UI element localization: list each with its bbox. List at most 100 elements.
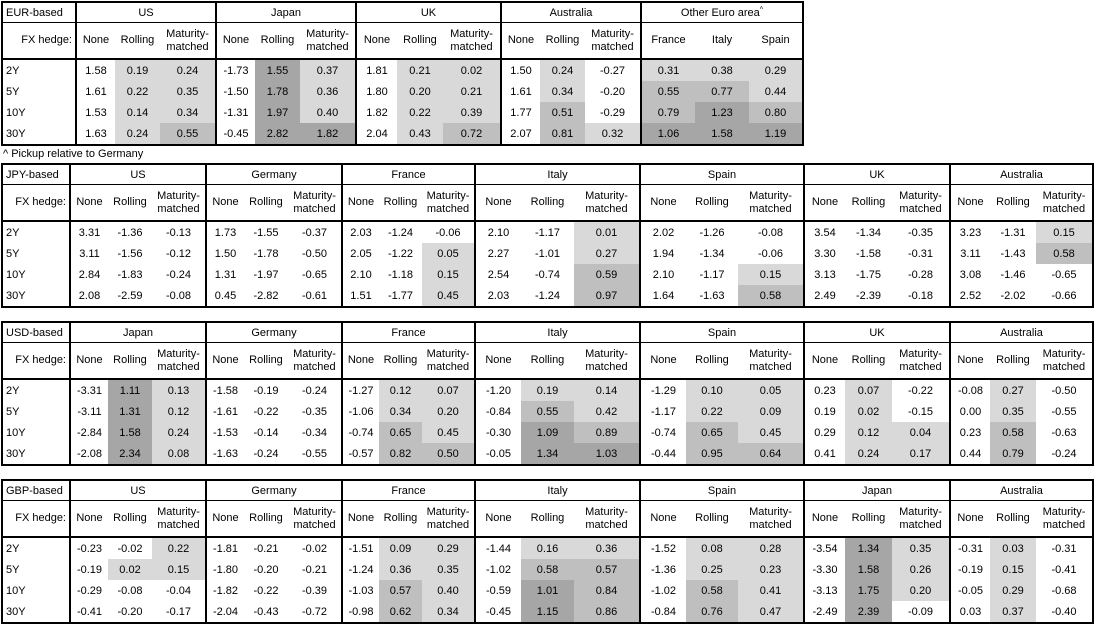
column-header: Maturity-matched (738, 184, 804, 222)
hedge-header-row: FX hedge: None Rolling Maturity-matched None… (2, 500, 1093, 538)
data-cell: 2.03 (474, 285, 521, 307)
data-cell: 0.14 (574, 379, 640, 401)
group-header: Italy (474, 480, 640, 501)
data-cell: 2.02 (639, 221, 686, 243)
row-label: 5Y (2, 559, 71, 580)
data-cell: -0.23 (69, 537, 108, 559)
data-cell: 1.58 (75, 59, 115, 81)
data-cell: -1.24 (341, 559, 379, 580)
data-cell: 0.22 (686, 401, 738, 422)
column-header: None (205, 342, 244, 380)
data-cell: -1.81 (205, 537, 244, 559)
eur-based-table-container: EUR-based US Japan UK Australia Other Euro ar… (1, 1, 1094, 146)
data-cell: 0.21 (397, 59, 443, 81)
column-header: Maturity-matched (288, 342, 342, 380)
data-cell: 2.52 (949, 285, 990, 307)
group-header: Japan (69, 322, 206, 343)
data-cell: 1.63 (75, 123, 115, 145)
data-cell: 0.35 (422, 559, 475, 580)
data-cell: 0.00 (949, 401, 990, 422)
data-cell: 0.15 (422, 264, 475, 285)
table-label: JPY-based (2, 164, 71, 185)
data-cell: 0.72 (443, 123, 501, 145)
data-cell: 0.57 (574, 559, 640, 580)
data-cell: -0.35 (301, 405, 328, 418)
data-cell: -0.40 (1051, 605, 1077, 618)
data-cell: -1.75 (855, 268, 882, 281)
data-cell: 0.09 (738, 401, 804, 422)
column-header: Rolling (379, 500, 422, 538)
data-cell: 0.45 (422, 422, 475, 443)
page: EUR-based US Japan UK Australia Other Euro ar… (1, 1, 1094, 624)
data-cell: -1.52 (639, 537, 686, 559)
column-header: Maturity-matched (288, 500, 342, 538)
data-cell: -0.84 (474, 401, 521, 422)
data-cell: 0.12 (845, 422, 892, 443)
data-cell: -0.74 (534, 268, 561, 281)
data-cell: 0.08 (686, 537, 738, 559)
data-cell: 0.40 (300, 102, 356, 123)
data-cell: 0.27 (574, 243, 640, 264)
data-cell: -0.63 (1051, 426, 1077, 439)
data-cell: 2.49 (803, 285, 845, 307)
data-cell: 0.37 (990, 601, 1036, 623)
data-cell: 2.39 (845, 601, 892, 623)
data-cell: -0.08 (165, 289, 192, 302)
data-cell: 0.02 (443, 59, 501, 81)
row-label: 5Y (2, 243, 71, 264)
data-cell: 0.25 (686, 559, 738, 580)
column-header: Maturity-matched (152, 184, 206, 222)
group-header: Spain (639, 164, 804, 185)
data-cell: 0.19 (115, 59, 160, 81)
data-cell: 1.61 (75, 81, 115, 102)
column-header: Rolling (379, 184, 422, 222)
data-cell: 0.41 (803, 443, 845, 465)
data-cell: 0.21 (443, 81, 501, 102)
data-cell: -1.63 (699, 289, 725, 302)
data-cell: -0.31 (1051, 542, 1077, 555)
data-cell: 0.37 (300, 59, 356, 81)
data-cell: -1.27 (341, 379, 379, 401)
column-header: None (803, 184, 845, 222)
column-header: None (500, 22, 540, 60)
column-header: Rolling (990, 342, 1036, 380)
data-cell: 0.27 (990, 379, 1036, 401)
data-cell: 0.79 (640, 102, 695, 123)
data-cell: 0.04 (892, 422, 950, 443)
data-cell: -1.17 (699, 268, 725, 281)
row-label: 2Y (2, 221, 71, 243)
data-cell: 0.42 (574, 401, 640, 422)
column-header: None (69, 342, 108, 380)
data-cell: 0.12 (152, 401, 206, 422)
hedge-header-row: FX hedge: None Rolling Maturity-matched None… (2, 22, 803, 60)
table-row: 2Y -3.31 1.11 0.13 -1.58 -0.19 -0.24 -1.27 0.12 0… (2, 379, 1093, 401)
data-cell: 1.53 (75, 102, 115, 123)
data-cell: -0.15 (907, 405, 934, 418)
group-header: Japan (215, 2, 356, 23)
eur-based-table: EUR-based US Japan UK Australia Other Euro ar… (1, 1, 804, 146)
data-cell: 0.59 (574, 264, 640, 285)
row-label: 10Y (2, 422, 71, 443)
data-cell: -2.39 (855, 289, 882, 302)
column-header: Maturity-matched (585, 22, 641, 60)
column-header: Maturity-matched (574, 184, 640, 222)
data-cell: 1.75 (845, 580, 892, 601)
data-cell: 0.36 (300, 81, 356, 102)
data-cell: -0.12 (165, 247, 192, 260)
column-header: Rolling (686, 342, 738, 380)
data-cell: 0.36 (379, 559, 422, 580)
data-cell: 0.09 (379, 537, 422, 559)
column-header: None (949, 500, 990, 538)
gbp-based-table-container: GBP-based US Germany France Italy Spain Japan A… (1, 479, 1094, 624)
data-cell: -2.59 (117, 289, 143, 302)
data-cell: 0.55 (640, 81, 695, 102)
table-row: 10Y -2.84 1.58 0.24 -1.53 -0.14 -0.34 -0.74 0.65… (2, 422, 1093, 443)
data-cell: -1.36 (639, 559, 686, 580)
data-cell: -1.46 (1000, 268, 1026, 281)
group-header: Italy (474, 164, 640, 185)
data-cell: 0.77 (695, 81, 749, 102)
data-cell: -0.21 (253, 542, 279, 555)
data-cell: 1.01 (521, 580, 574, 601)
country-header-row: JPY-based US Germany France Italy Spain UK Aust… (2, 164, 1093, 185)
data-cell: -0.45 (474, 601, 521, 623)
